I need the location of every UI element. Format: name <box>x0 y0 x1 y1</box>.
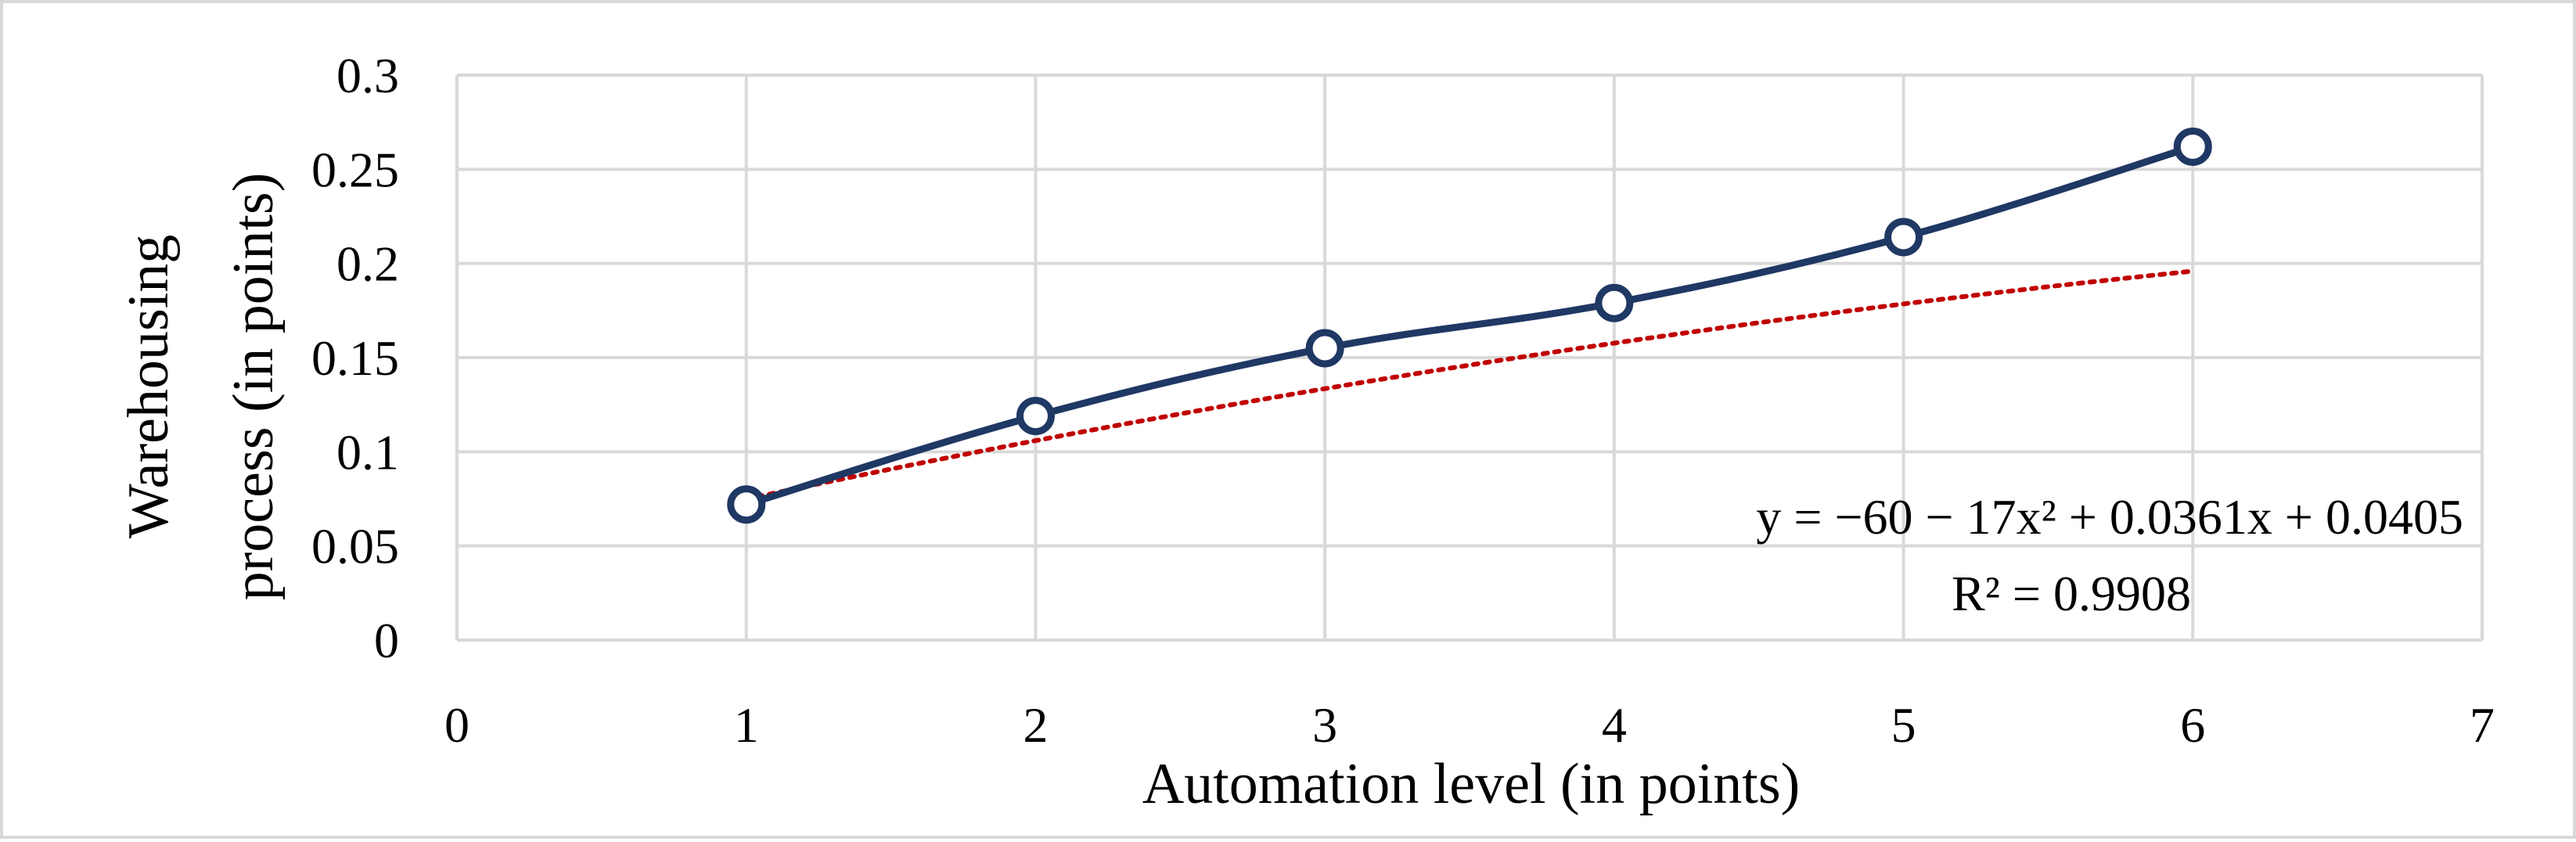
y-axis-title-line-2: process (in points) <box>221 173 286 601</box>
series-line <box>743 142 2196 509</box>
trend-layer <box>743 268 2196 502</box>
x-tick-label: 6 <box>2180 697 2205 753</box>
x-tick-label: 7 <box>2470 697 2495 753</box>
series-layer <box>743 142 2196 509</box>
y-axis-title: Warehousing process (in points) <box>117 173 286 601</box>
x-tick-label: 4 <box>1602 697 1627 753</box>
x-tick-label: 0 <box>444 697 470 753</box>
y-tick-label: 0.05 <box>311 519 399 574</box>
axis-layer <box>455 75 2482 642</box>
data-point <box>1595 283 1634 322</box>
marker-layer <box>727 127 2212 524</box>
y-tick-label: 0.1 <box>336 424 399 480</box>
x-tick-label: 3 <box>1312 697 1337 753</box>
r-squared-label: R² = 0.9908 <box>1952 566 2191 621</box>
y-tick-label: 0.25 <box>311 142 399 197</box>
x-tick-label: 1 <box>734 697 759 753</box>
data-point <box>1016 397 1055 436</box>
y-tick-label: 0.2 <box>336 236 399 292</box>
x-tick-label: 5 <box>1891 697 1916 753</box>
x-axis-title: Automation level (in points) <box>1142 752 1801 816</box>
y-tick-label: 0 <box>374 613 399 668</box>
data-point <box>727 485 766 524</box>
y-axis-title-line-1: Warehousing <box>117 235 181 539</box>
trendline-equation: y = −60 − 17x² + 0.0361x + 0.0405 <box>1756 489 2463 545</box>
y-tick-label: 0.3 <box>336 48 399 103</box>
chart-svg: 0 0.05 0.1 0.15 0.2 0.25 0.3 0 1 2 3 4 5 6 7 Automatio… <box>117 48 2495 816</box>
data-point <box>2173 127 2212 166</box>
x-tick-label: 2 <box>1023 697 1048 753</box>
trendline <box>743 268 2196 502</box>
data-point <box>1884 218 1923 257</box>
grid-layer <box>457 74 2484 642</box>
label-layer: 0 0.05 0.1 0.15 0.2 0.25 0.3 0 1 2 3 4 5 6 7 <box>311 48 2495 753</box>
y-tick-label: 0.15 <box>311 330 399 386</box>
data-point <box>1305 329 1344 368</box>
